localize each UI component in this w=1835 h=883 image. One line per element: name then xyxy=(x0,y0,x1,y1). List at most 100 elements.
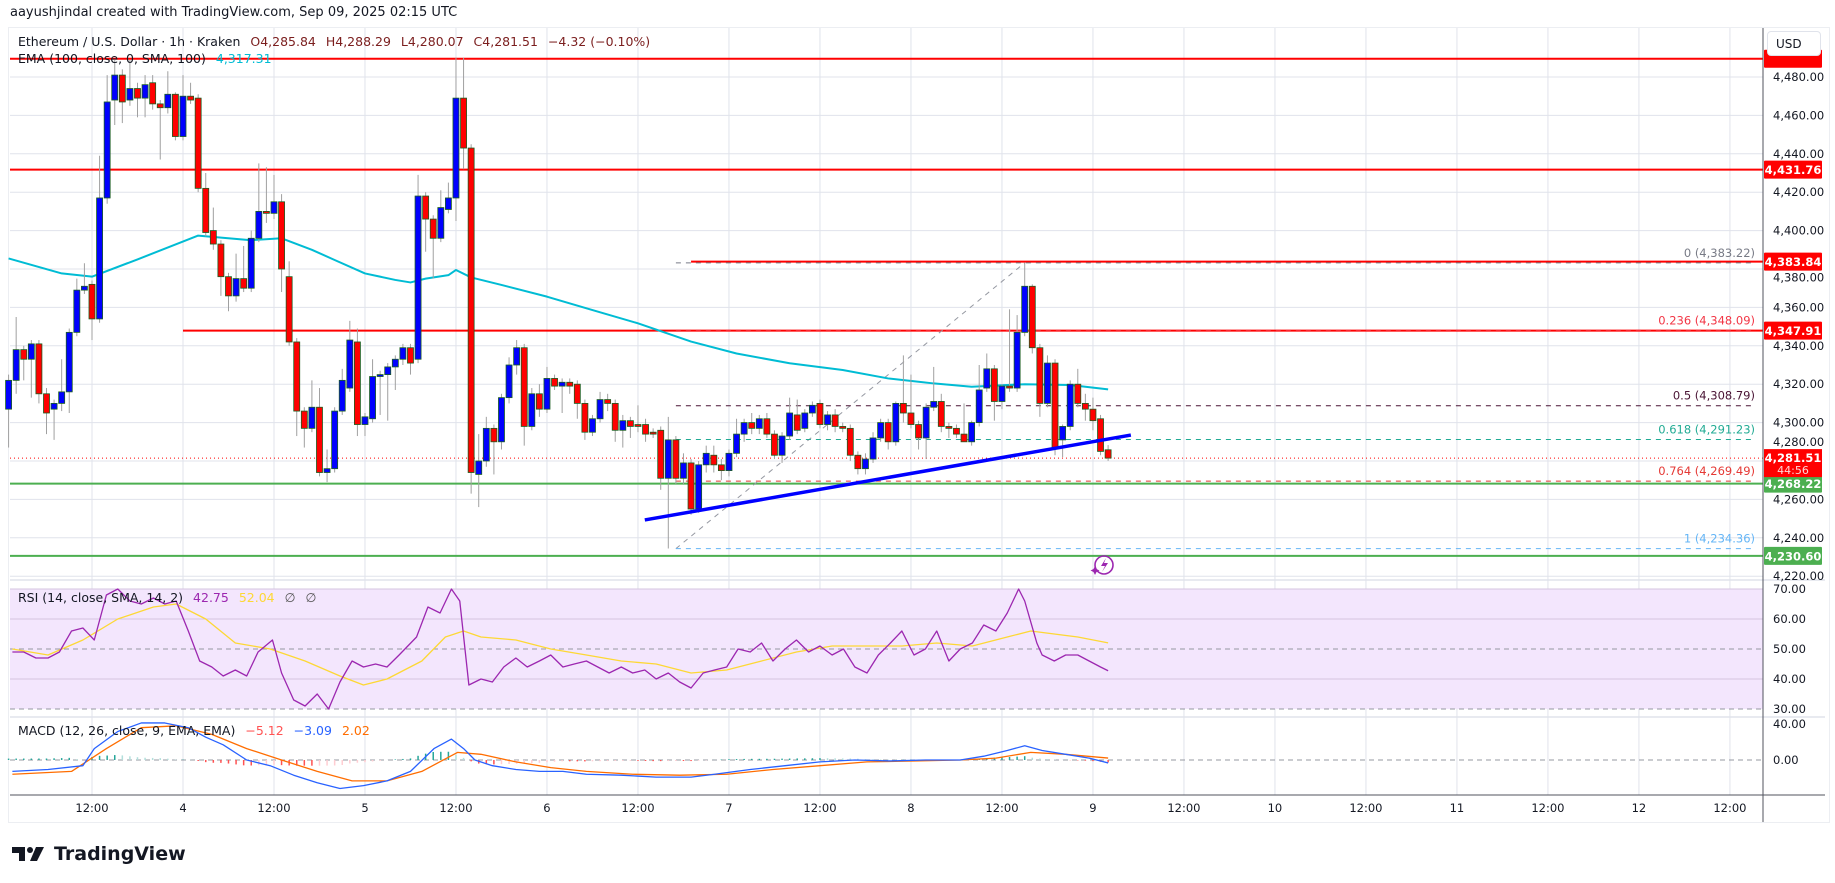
candle-up xyxy=(452,97,460,199)
price-level-badge xyxy=(1764,160,1822,179)
candle-up xyxy=(346,339,354,389)
candle-up xyxy=(808,404,816,414)
candle-down xyxy=(649,431,657,435)
candle-up xyxy=(733,433,740,454)
candle-up xyxy=(695,464,703,510)
candle-down xyxy=(1104,449,1112,459)
time-tick-label: 4 xyxy=(179,801,186,815)
candle-up xyxy=(179,95,187,137)
close-value: C4,281.51 xyxy=(473,34,538,49)
price-tick-label: 4,480.00 xyxy=(1773,70,1824,84)
change-value: −4.32 (−0.10%) xyxy=(547,34,651,49)
candle-down xyxy=(460,97,467,149)
price-tick-label: 4,260.00 xyxy=(1773,492,1824,506)
rsi-tick-label: 30.00 xyxy=(1773,702,1806,716)
candle-down xyxy=(937,401,945,427)
support-trendline xyxy=(644,433,1132,522)
price-tick-label: 4,280.00 xyxy=(1773,435,1824,449)
candle-up xyxy=(1066,383,1074,427)
candle-down xyxy=(194,97,202,189)
candle-down xyxy=(1097,418,1104,452)
candle-up xyxy=(126,88,134,101)
ema-legend[interactable]: EMA (100, close, 0, SMA, 100) 4,317.31 xyxy=(18,51,278,66)
rsi-line xyxy=(12,588,1109,710)
candle-up xyxy=(664,439,672,479)
candle-up xyxy=(111,74,119,101)
candle-up xyxy=(801,412,809,429)
candle-down xyxy=(990,368,998,402)
candle-down xyxy=(899,402,907,414)
time-tick-label: 12:00 xyxy=(75,801,108,815)
candle-up xyxy=(232,278,240,297)
time-tick-label: 6 xyxy=(543,801,550,815)
ema-100-line xyxy=(8,234,1109,391)
candle-up xyxy=(308,406,316,429)
time-tick-label: 12 xyxy=(1632,801,1647,815)
candle-down xyxy=(407,347,414,364)
macd-legend[interactable]: MACD (12, 26, close, 9, EMA, EMA) −5.12 … xyxy=(18,723,376,738)
candle-down xyxy=(717,464,725,471)
candle-up xyxy=(437,207,445,239)
ema-line xyxy=(8,234,1109,391)
candle-down xyxy=(278,201,285,270)
time-tick-label: 10 xyxy=(1268,801,1283,815)
macd-lines xyxy=(7,722,1109,790)
rsi-legend[interactable]: RSI (14, close, SMA, 14, 2) 42.75 52.04 … xyxy=(18,590,322,605)
candle-down xyxy=(187,95,194,101)
logo-text: TradingView xyxy=(54,843,186,865)
candle-down xyxy=(1089,408,1097,422)
candle-down xyxy=(710,454,718,466)
rsi-pane xyxy=(10,588,1763,710)
candle-down xyxy=(88,283,96,320)
candle-down xyxy=(915,424,922,439)
price-tick-label: 4,300.00 xyxy=(1773,416,1824,430)
price-tick-label: 4,440.00 xyxy=(1773,147,1824,161)
macd-signal-value: 2.02 xyxy=(341,723,370,738)
candle-down xyxy=(611,402,619,431)
macd-value: −3.09 xyxy=(293,723,332,738)
candle-down xyxy=(422,195,430,220)
candle-down xyxy=(854,454,862,470)
candle-down xyxy=(217,243,225,278)
candle-up xyxy=(786,412,794,437)
ema-value: 4,317.31 xyxy=(215,51,272,66)
candle-down xyxy=(467,147,475,473)
candle-up xyxy=(141,84,149,99)
candle-up xyxy=(755,418,763,429)
price-level-label: 4,347.91 xyxy=(1765,324,1822,338)
candle-down xyxy=(945,426,953,429)
symbol-name[interactable]: Ethereum / U.S. Dollar · 1h · Kraken xyxy=(18,34,241,49)
rsi-tick-label: 50.00 xyxy=(1773,642,1806,656)
candle-up xyxy=(376,374,384,377)
bar-countdown: 44:56 xyxy=(1777,464,1809,477)
rsi-lines xyxy=(12,588,1109,710)
candle-down xyxy=(657,429,665,479)
macd-label: MACD (12, 26, close, 9, EMA, EMA) xyxy=(18,723,236,738)
candle-down xyxy=(490,427,498,443)
candle-down xyxy=(429,218,437,239)
candle-down xyxy=(672,439,680,479)
candle-up xyxy=(27,343,35,360)
candle-up xyxy=(50,402,58,410)
candle-up xyxy=(384,366,392,376)
candle-down xyxy=(535,393,543,410)
candle-up xyxy=(680,462,687,479)
fib-level-label: 0 (4,383.22) xyxy=(1684,246,1755,260)
time-tick-label: 12:00 xyxy=(1531,801,1564,815)
time-tick-label: 12:00 xyxy=(1167,801,1200,815)
macd-hist-value: −5.12 xyxy=(245,723,284,738)
candle-down xyxy=(354,341,361,425)
candle-up xyxy=(65,331,73,393)
candle-up xyxy=(103,101,111,199)
candle-up xyxy=(543,378,551,410)
candle-up xyxy=(369,376,376,420)
candle-up xyxy=(331,410,339,470)
candle-up xyxy=(596,399,604,420)
lightning-icon[interactable] xyxy=(1090,555,1114,575)
rsi-tick-label: 60.00 xyxy=(1773,612,1806,626)
candle-down xyxy=(581,402,589,433)
tradingview-logo[interactable]: TradingView xyxy=(12,843,186,865)
currency-button[interactable]: USD xyxy=(1767,31,1821,56)
candle-up xyxy=(399,347,407,360)
